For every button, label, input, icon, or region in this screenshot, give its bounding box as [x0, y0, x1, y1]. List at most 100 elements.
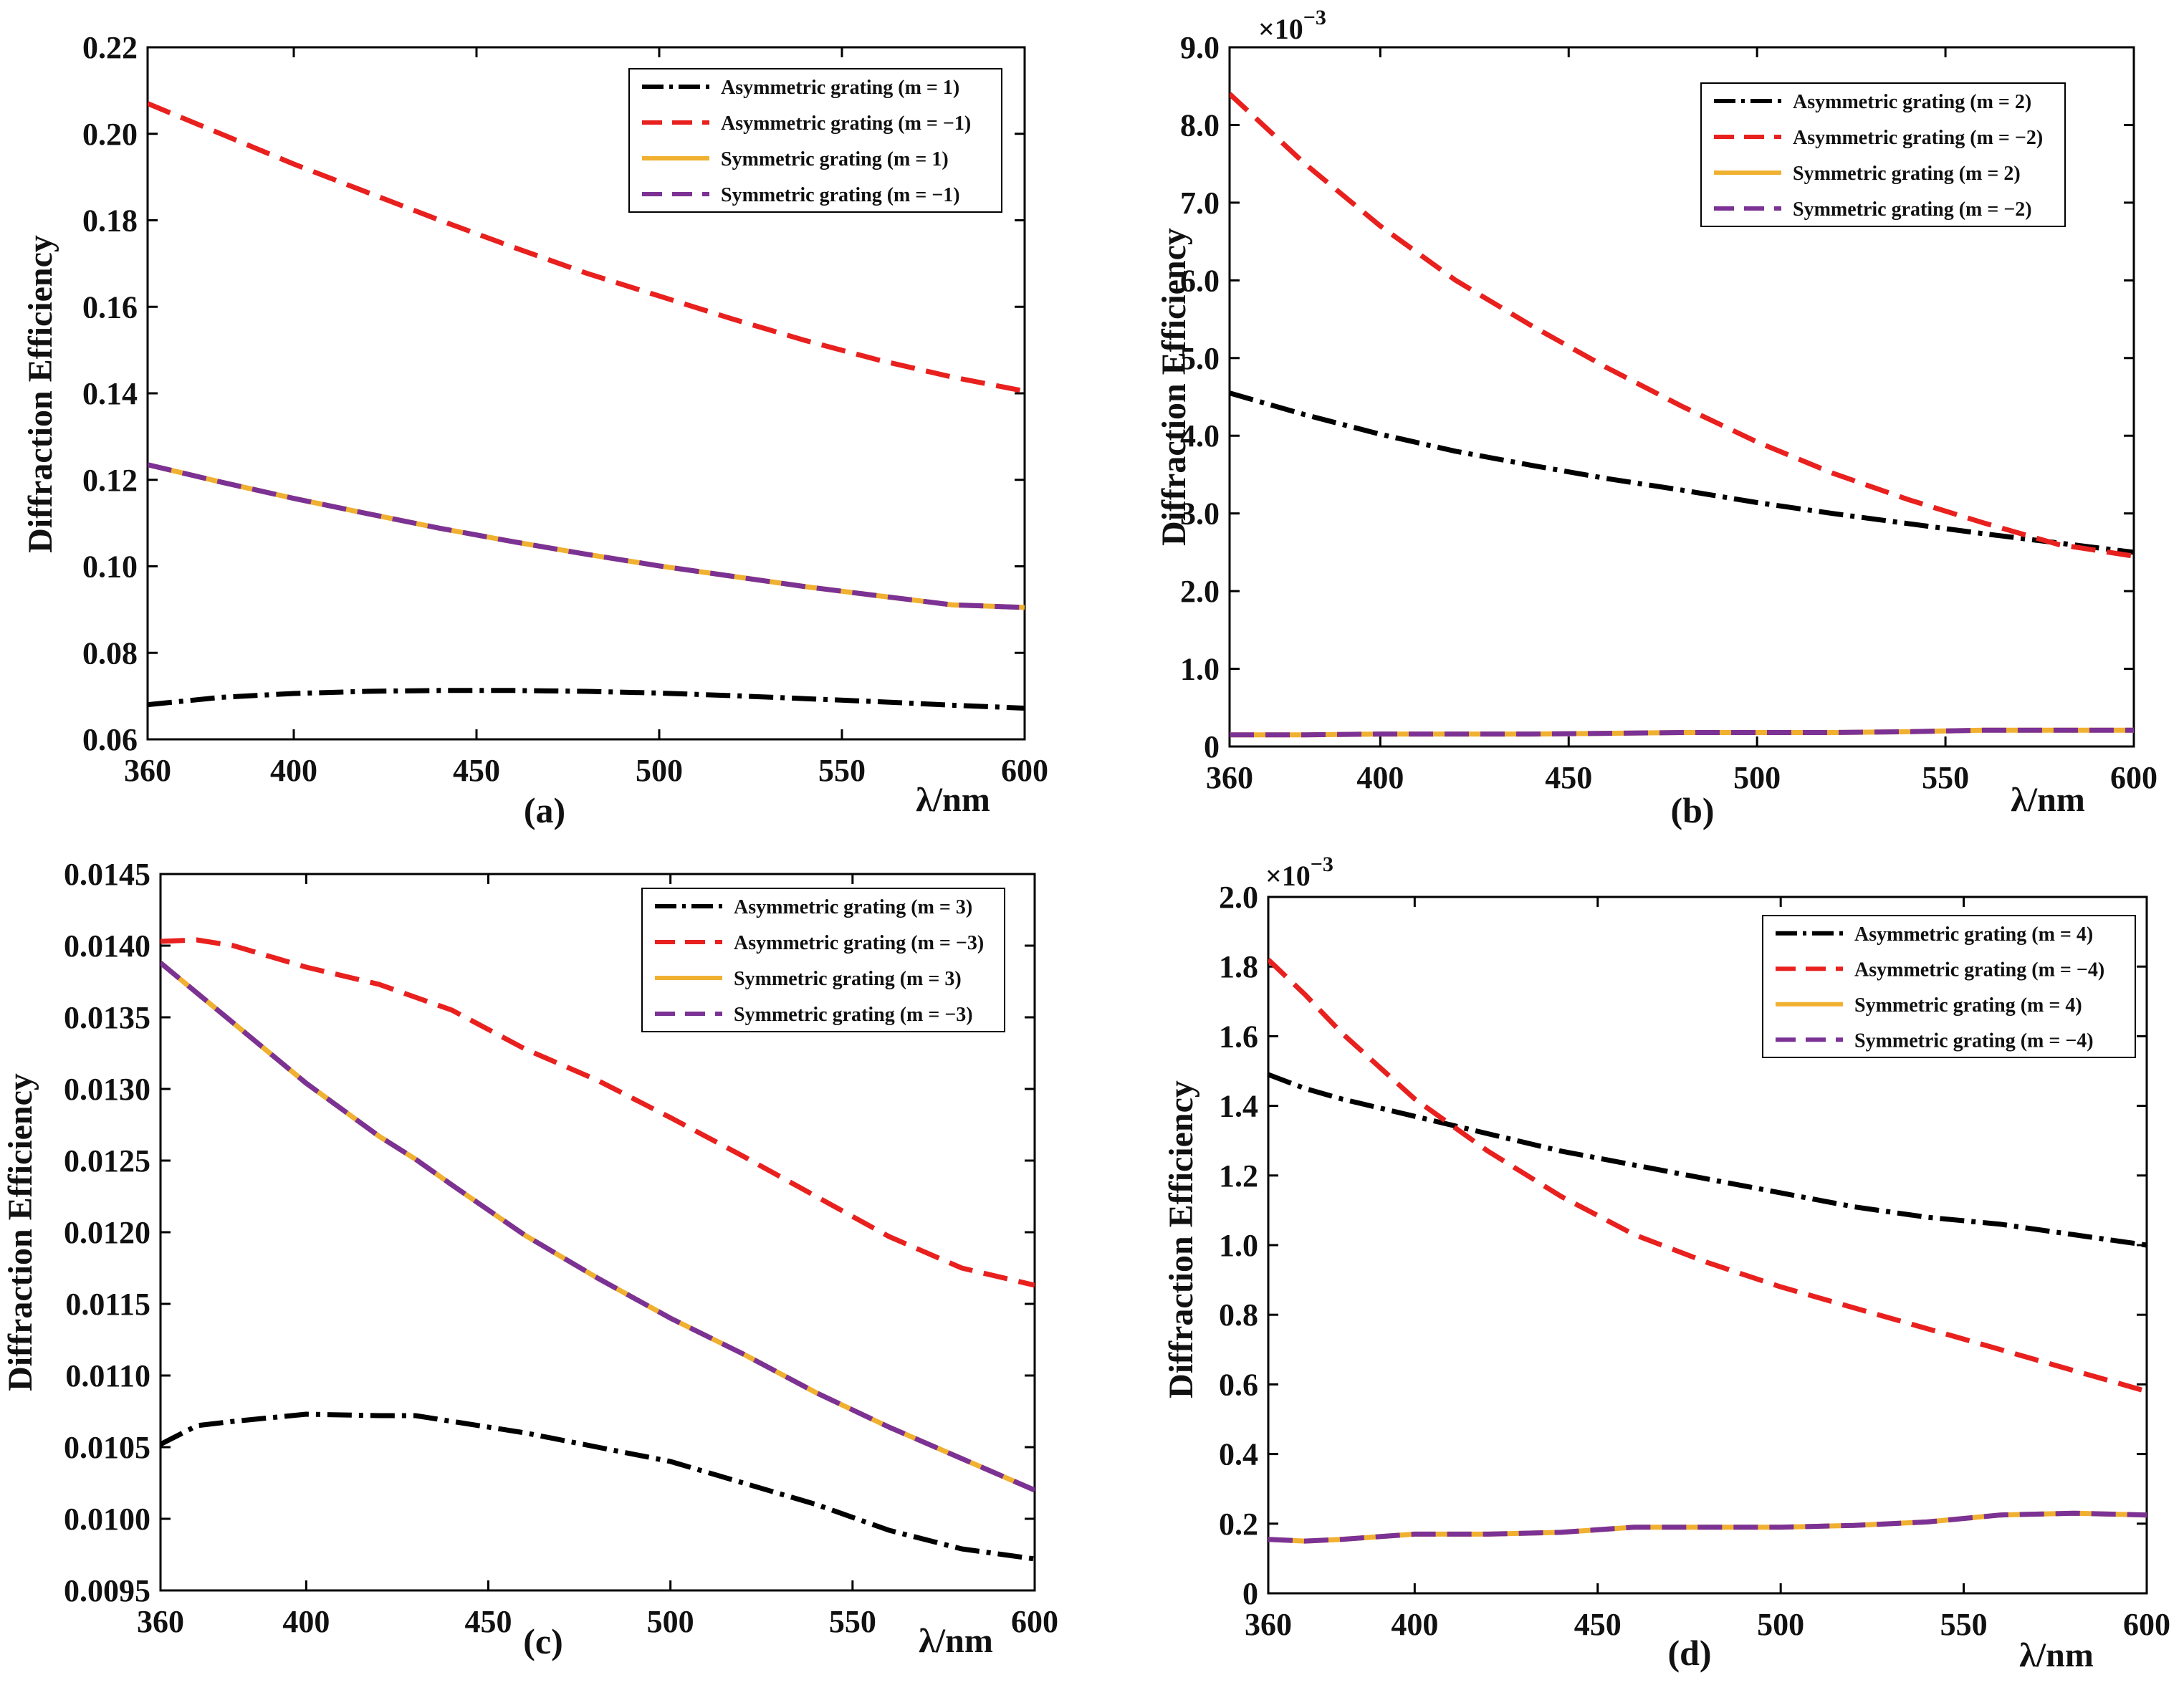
y-tick-label: 1.0	[1219, 1228, 1258, 1263]
x-tick-label: 360	[1245, 1607, 1292, 1642]
chart-panel-b: 360 400 450 500 550 600 0 1.0 2.0 3.0 4.0 5.0 6.0 7.0…	[1155, 6, 2157, 830]
series-group	[1268, 957, 2147, 1544]
y-tick-label: 1.6	[1219, 1019, 1258, 1054]
y-exponent-power: −3	[1311, 853, 1333, 876]
legend-entry-2: Symmetric grating (m = 3)	[734, 968, 962, 990]
x-tick-label: 550	[829, 1604, 876, 1639]
y-exponent-label: ×10−3	[1265, 853, 1333, 892]
series-line-0	[1230, 390, 2134, 555]
x-tick-label: 400	[270, 753, 317, 788]
panel-label: (a)	[524, 790, 565, 830]
legend: Asymmetric grating (m = 2) Asymmetric gra…	[1700, 82, 2066, 227]
y-tick-label: 0.20	[82, 117, 138, 152]
y-tick-label: 9.0	[1180, 30, 1220, 65]
chart-panel-d: 360 400 450 500 550 600 0 0.2 0.4 0.6 0.8 1.0 1.2 1.4…	[1162, 853, 2170, 1674]
x-tick-label: 360	[1206, 760, 1253, 795]
legend-entry-0: Asymmetric grating (m = 2)	[1793, 91, 2031, 113]
legend-box	[628, 68, 1002, 213]
y-tick-label: 0.12	[82, 463, 138, 498]
chart-panel-a: 360 400 450 500 550 600 0.06 0.08 0.10 0.12 0.14 0.…	[21, 30, 1048, 830]
x-tick-label: 360	[137, 1604, 184, 1639]
y-tick-label: 0.10	[82, 549, 138, 585]
y-tick-label: 3.0	[1180, 496, 1220, 532]
y-tick-label: 0.18	[82, 203, 138, 239]
x-tick-label: 360	[124, 753, 171, 788]
legend: Asymmetric grating (m = 4) Asymmetric gra…	[1762, 915, 2136, 1058]
y-axis-label: Diffraction Efficiency	[1155, 228, 1193, 546]
y-tick-label: 0.6	[1219, 1367, 1258, 1402]
series-line-3	[1230, 727, 2134, 738]
x-tick-label: 550	[1922, 760, 1969, 795]
y-tick-label: 0.0140	[64, 928, 150, 964]
y-tick-label: 2.0	[1219, 880, 1258, 915]
y-tick-label: 0.06	[82, 722, 138, 757]
legend-entry-1: Asymmetric grating (m = −2)	[1793, 127, 2043, 149]
y-exponent-power: −3	[1303, 6, 1326, 29]
y-tick-label: 5.0	[1180, 341, 1220, 376]
series-line-1	[161, 937, 1035, 1288]
x-tick-label: 450	[1545, 760, 1592, 795]
series-line-3	[148, 462, 1025, 610]
y-tick-label: 1.2	[1219, 1158, 1258, 1194]
x-tick-label: 500	[1733, 760, 1781, 795]
y-tick-label: 0.0115	[65, 1287, 150, 1322]
x-tick-label: 500	[1757, 1607, 1804, 1642]
y-tick-label: 0	[1204, 729, 1220, 764]
series-line-3	[161, 961, 1035, 1493]
legend-box	[641, 888, 1005, 1032]
y-tick-label: 2.0	[1180, 574, 1220, 609]
chart-panel-c: 360 400 450 500 550 600 0.0095 0.0100 0.0105 0.01…	[1, 857, 1058, 1661]
panel-label: (b)	[1670, 790, 1714, 830]
legend-entry-0: Asymmetric grating (m = 4)	[1854, 923, 2093, 946]
y-tick-label: 0.0120	[64, 1215, 150, 1250]
y-tick-label: 6.0	[1180, 263, 1220, 298]
x-tick-label: 600	[1011, 1604, 1058, 1639]
x-axis-label: λ/nm	[2019, 1636, 2094, 1674]
series-line-0	[1268, 1072, 2147, 1248]
legend-entry-1: Asymmetric grating (m = −1)	[721, 112, 971, 135]
series-line-1	[1268, 957, 2147, 1394]
y-tick-label: 7.0	[1180, 186, 1220, 221]
x-axis-label: λ/nm	[2011, 781, 2085, 819]
legend-entry-0: Asymmetric grating (m = 1)	[721, 77, 959, 99]
x-axis-label: λ/nm	[916, 781, 990, 819]
y-tick-label: 0.0130	[64, 1072, 150, 1107]
legend-entry-3: Symmetric grating (m = −4)	[1854, 1029, 2094, 1052]
y-tick-label: 0.22	[82, 30, 138, 65]
y-tick-label: 0.0110	[65, 1358, 150, 1393]
y-tick-label: 0.8	[1219, 1297, 1258, 1333]
series-line-3	[1268, 1510, 2147, 1544]
legend-entry-1: Asymmetric grating (m = −4)	[1854, 959, 2104, 981]
y-tick-label: 4.0	[1180, 418, 1220, 453]
x-tick-label: 600	[2110, 760, 2157, 795]
x-tick-label: 550	[818, 753, 866, 788]
x-tick-label: 450	[465, 1604, 512, 1639]
legend-entry-1: Asymmetric grating (m = −3)	[734, 932, 984, 954]
y-tick-label: 0.08	[82, 635, 138, 671]
series-line-0	[161, 1411, 1035, 1562]
legend-entry-3: Symmetric grating (m = −1)	[721, 184, 960, 206]
legend-entry-2: Symmetric grating (m = 2)	[1793, 163, 2021, 185]
series-group	[148, 101, 1025, 711]
series-group	[161, 937, 1035, 1562]
legend-entry-3: Symmetric grating (m = −2)	[1793, 198, 2032, 221]
x-tick-label: 500	[636, 753, 683, 788]
y-tick-label: 1.0	[1180, 652, 1220, 687]
y-exponent-label: ×10−3	[1258, 6, 1326, 45]
y-tick-label: 8.0	[1180, 107, 1220, 143]
x-tick-label: 550	[1940, 1607, 1988, 1642]
legend-entry-2: Symmetric grating (m = 1)	[721, 148, 949, 171]
legend-entry-0: Asymmetric grating (m = 3)	[734, 896, 972, 918]
y-tick-label: 0.0100	[64, 1502, 150, 1537]
y-axis-label: Diffraction Efficiency	[1, 1073, 39, 1391]
y-tick-label: 1.4	[1219, 1089, 1258, 1124]
y-tick-label: 0	[1242, 1576, 1258, 1611]
y-tick-label: 0.4	[1219, 1437, 1258, 1472]
x-tick-label: 400	[282, 1604, 330, 1639]
legend: Asymmetric grating (m = 3) Asymmetric gra…	[641, 888, 1005, 1032]
y-tick-label: 0.0095	[64, 1573, 150, 1608]
y-axis-label: Diffraction Efficiency	[1162, 1080, 1200, 1398]
y-tick-label: 0.0105	[64, 1430, 150, 1465]
y-tick-label: 0.16	[82, 289, 138, 325]
